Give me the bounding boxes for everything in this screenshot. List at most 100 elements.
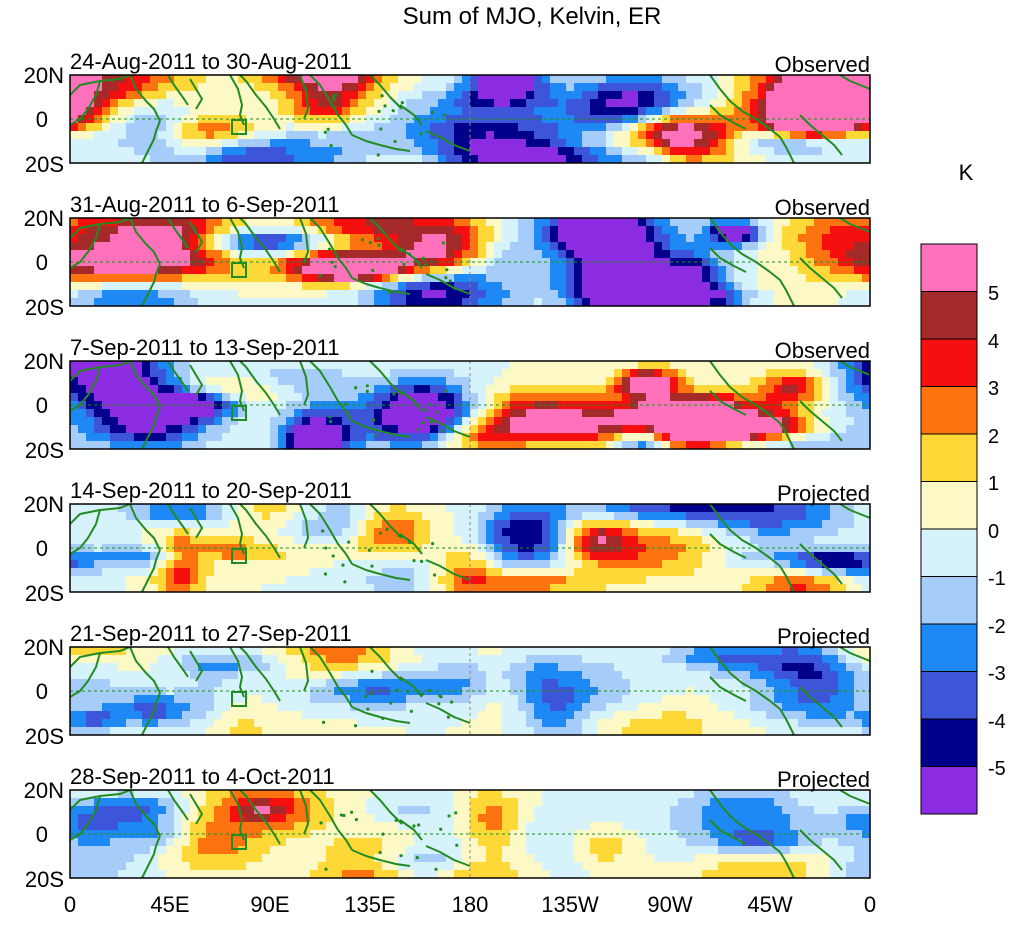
island: [368, 549, 371, 552]
field-cell: [638, 528, 647, 537]
field-cell: [606, 282, 615, 291]
field-cell: [222, 417, 231, 426]
field-cell: [862, 663, 871, 672]
field-cell: [70, 425, 79, 434]
field-cell: [806, 393, 815, 402]
field-cell: [470, 91, 479, 100]
y-tick-0: 0: [36, 250, 48, 275]
field-cell: [382, 75, 391, 84]
field-cell: [214, 139, 223, 148]
field-cell: [86, 433, 95, 442]
field-cell: [526, 409, 535, 418]
field-cell: [406, 584, 415, 593]
field-cell: [246, 107, 255, 116]
field-cell: [710, 298, 719, 307]
field-cell: [294, 568, 303, 577]
field-cell: [238, 147, 247, 156]
field-cell: [502, 520, 511, 529]
field-cell: [670, 655, 679, 664]
field-cell: [654, 274, 663, 283]
field-cell: [694, 504, 703, 513]
field-cell: [550, 147, 559, 156]
field-cell: [814, 425, 823, 434]
map-panel: 31-Aug-2011 to 6-Sep-2011 Observed 20N 0…: [24, 192, 871, 320]
field-cell: [678, 520, 687, 529]
field-cell: [478, 107, 487, 116]
island: [441, 429, 444, 432]
field-cell: [558, 655, 567, 664]
field-cell: [198, 536, 207, 545]
field-cell: [862, 99, 871, 108]
field-cell: [646, 393, 655, 402]
field-cell: [310, 290, 319, 299]
field-cell: [566, 75, 575, 84]
field-cell: [374, 250, 383, 259]
field-cell: [222, 536, 231, 545]
field-cell: [558, 290, 567, 299]
field-cell: [430, 282, 439, 291]
field-cell: [550, 377, 559, 386]
field-cell: [302, 560, 311, 569]
field-cell: [134, 242, 143, 251]
field-cell: [790, 131, 799, 140]
field-cell: [838, 393, 847, 402]
field-cell: [830, 234, 839, 243]
field-cell: [174, 536, 183, 545]
field-cell: [494, 274, 503, 283]
field-cell: [830, 99, 839, 108]
field-cell: [694, 266, 703, 275]
field-cell: [334, 75, 343, 84]
field-cell: [286, 409, 295, 418]
field-cell: [142, 568, 151, 577]
field-cell: [382, 385, 391, 394]
field-cell: [222, 226, 231, 235]
field-cell: [310, 131, 319, 140]
field-cell: [158, 536, 167, 545]
field-cell: [358, 584, 367, 593]
field-cell: [654, 226, 663, 235]
field-cell: [262, 417, 271, 426]
field-cell: [694, 393, 703, 402]
field-cell: [158, 377, 167, 386]
field-cell: [486, 655, 495, 664]
field-cell: [574, 528, 583, 537]
field-cell: [398, 155, 407, 164]
field-cell: [822, 123, 831, 132]
field-cell: [126, 568, 135, 577]
field-cell: [766, 671, 775, 680]
field-cell: [342, 568, 351, 577]
field-cell: [822, 671, 831, 680]
field-cell: [814, 91, 823, 100]
field-cell: [558, 250, 567, 259]
field-cell: [694, 155, 703, 164]
island: [383, 104, 386, 107]
field-cell: [590, 409, 599, 418]
field-cell: [854, 107, 863, 116]
field-cell: [158, 83, 167, 92]
field-cell: [358, 369, 367, 378]
field-cell: [854, 584, 863, 593]
field-cell: [222, 441, 231, 450]
field-cell: [846, 123, 855, 132]
field-cell: [686, 83, 695, 92]
field-cell: [390, 655, 399, 664]
field-cell: [702, 250, 711, 259]
field-cell: [398, 298, 407, 307]
field-cell: [430, 369, 439, 378]
field-cell: [430, 147, 439, 156]
field-cell: [334, 139, 343, 148]
field-cell: [678, 663, 687, 672]
field-cell: [814, 663, 823, 672]
field-cell: [582, 441, 591, 450]
field-cell: [646, 139, 655, 148]
field-cell: [246, 409, 255, 418]
field-cell: [366, 655, 375, 664]
field-cell: [102, 512, 111, 521]
field-cell: [798, 226, 807, 235]
field-cell: [838, 250, 847, 259]
field-cell: [694, 369, 703, 378]
field-cell: [222, 584, 231, 593]
field-cell: [862, 385, 871, 394]
field-cell: [566, 298, 575, 307]
field-cell: [158, 417, 167, 426]
